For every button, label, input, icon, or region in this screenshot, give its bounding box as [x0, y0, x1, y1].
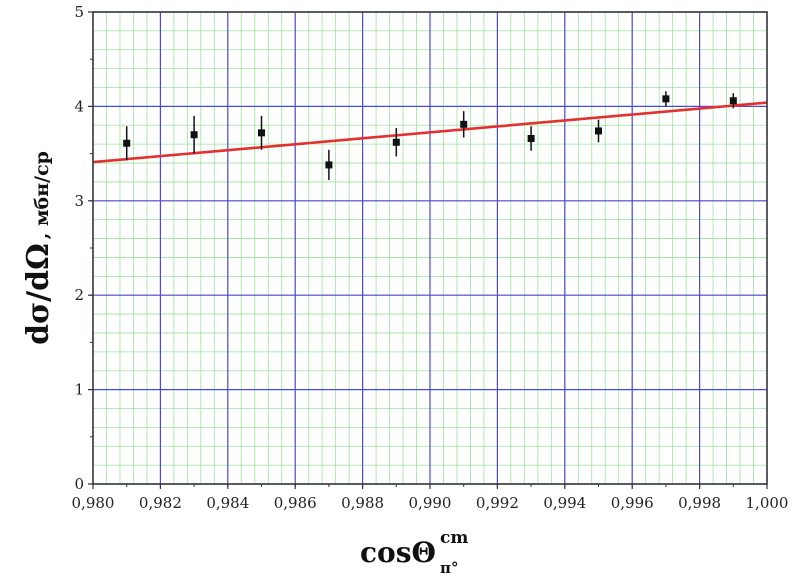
x-tick-label: 0,998 [678, 494, 721, 512]
data-point-10 [729, 93, 737, 109]
fit-line [92, 101, 768, 164]
x-axis-label-subscript: π° [440, 559, 458, 577]
point-marker [460, 120, 468, 128]
x-tick-label: 0,994 [543, 494, 586, 512]
data-point-1 [123, 126, 131, 161]
data-point-7 [527, 126, 535, 151]
x-axis-title: cosΘ cm π° [360, 528, 468, 577]
y-axis-title: dσ/dΩ , мбн/ср [21, 151, 56, 345]
y-axis-ticks: 0 1 2 3 4 5 [74, 3, 93, 493]
point-marker [123, 139, 131, 147]
x-tick-label: 0,986 [274, 494, 317, 512]
data-point-3 [258, 115, 265, 150]
x-tick-label: 0,980 [72, 494, 115, 512]
x-axis-label-superscript: cm [440, 528, 468, 548]
data-points [123, 91, 737, 181]
y-axis-label-unit: , мбн/ср [31, 151, 53, 239]
x-tick-label: 0,984 [206, 494, 249, 512]
point-marker [258, 129, 265, 137]
y-tick-label: 1 [74, 381, 84, 399]
y-tick-label: 3 [74, 192, 84, 210]
data-point-9 [662, 91, 670, 107]
data-point-5 [392, 128, 400, 157]
data-point-6 [460, 111, 468, 138]
data-point-8 [595, 119, 602, 143]
svg-text:dσ/dΩ, мбн/ср: dσ/dΩ , мбн/ср [21, 151, 56, 345]
point-marker [392, 138, 400, 146]
point-marker [527, 134, 535, 142]
x-axis-label-main: cosΘ [360, 536, 436, 569]
y-tick-label: 2 [74, 286, 84, 304]
x-axis-ticks: 0,980 0,982 0,984 0,986 0,988 0,990 0,992 0,994… [72, 484, 789, 512]
point-marker [190, 131, 198, 139]
point-marker [729, 97, 737, 105]
x-tick-label: 1,000 [746, 494, 789, 512]
x-tick-label: 0,996 [611, 494, 654, 512]
y-tick-label: 5 [74, 3, 84, 21]
point-marker [662, 95, 670, 103]
point-marker [595, 127, 602, 135]
fit-line-group [92, 101, 768, 164]
x-tick-label: 0,982 [139, 494, 182, 512]
x-tick-label: 0,992 [476, 494, 519, 512]
y-tick-label: 0 [74, 475, 84, 493]
data-point-4 [325, 149, 333, 181]
data-point-2 [190, 115, 198, 154]
x-tick-label: 0,990 [409, 494, 452, 512]
y-tick-label: 4 [74, 97, 84, 115]
y-axis-label-main: dσ/dΩ [21, 243, 56, 345]
x-tick-label: 0,988 [341, 494, 384, 512]
point-marker [325, 161, 333, 169]
